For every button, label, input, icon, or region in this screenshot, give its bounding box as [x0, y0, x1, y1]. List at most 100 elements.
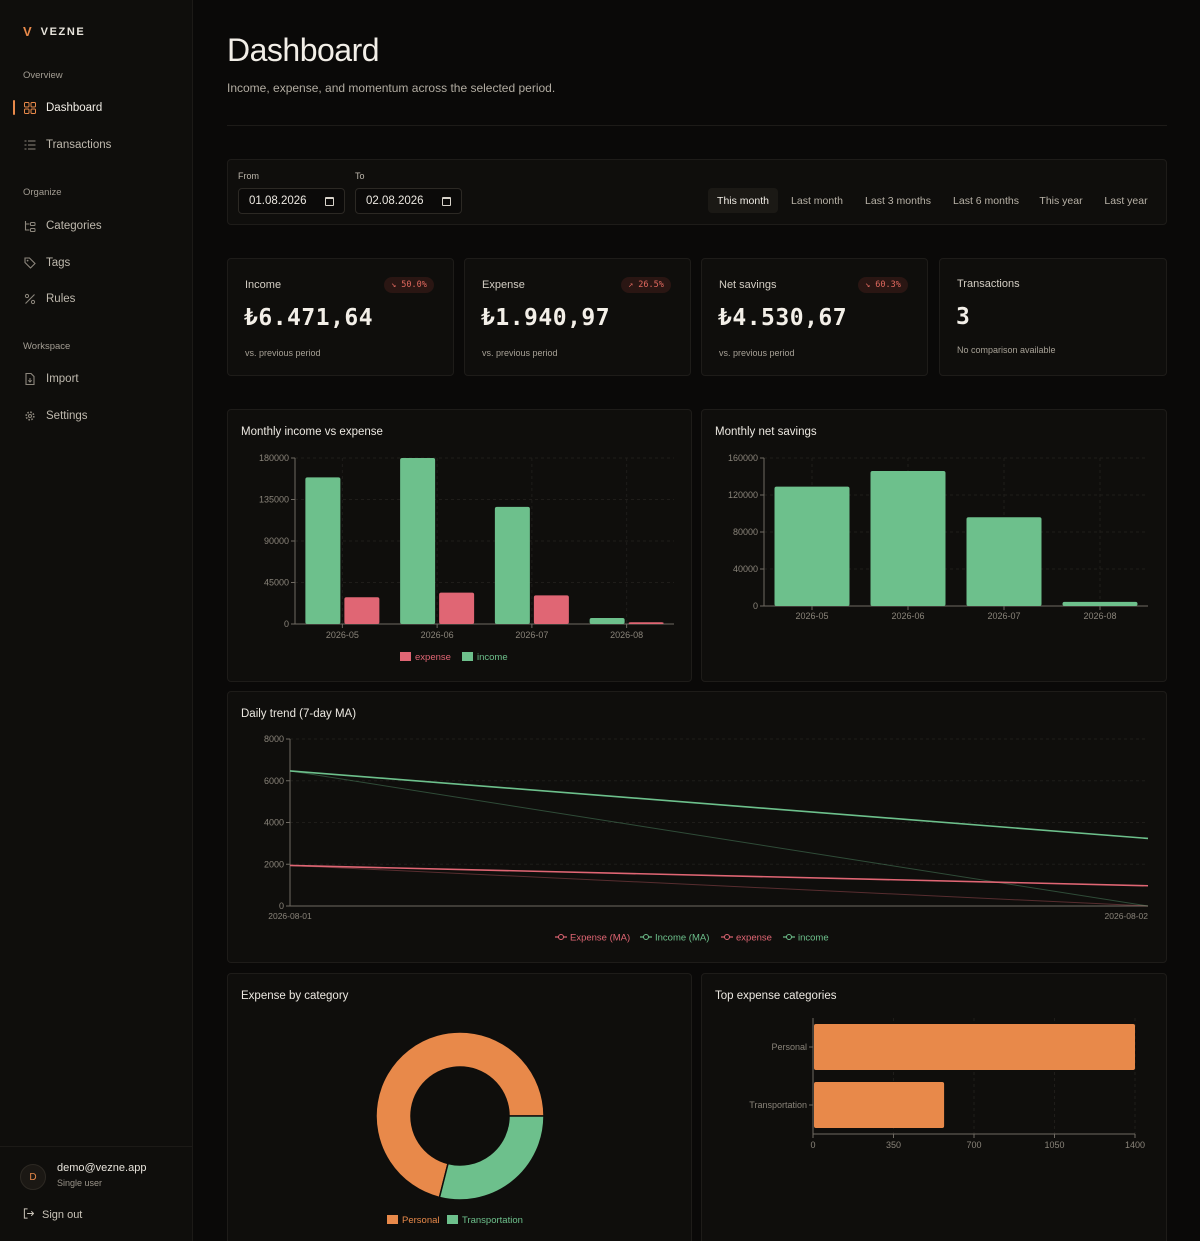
bar-expense	[439, 592, 475, 624]
nav-group-workspace: Workspace	[23, 341, 71, 352]
from-date-input[interactable]: 01.08.2026	[238, 188, 345, 214]
from-date-value: 01.08.2026	[249, 195, 307, 207]
sidebar-item-rules[interactable]: Rules	[23, 289, 75, 309]
y-tick-label: 0	[284, 619, 289, 629]
y-tick-label: 2000	[264, 859, 284, 869]
to-date-input[interactable]: 02.08.2026	[355, 188, 462, 214]
active-indicator	[13, 100, 15, 115]
calendar-icon[interactable]	[442, 196, 451, 206]
x-tick-label: 2026-07	[515, 630, 548, 640]
chart-card-top-categories: Top expense categories 0 350 700 1050 1400 Pe…	[701, 973, 1167, 1241]
chart-card-income-vs-expense: Monthly income vs expense 0 45000 90000 135…	[227, 409, 692, 682]
chart-title: Expense by category	[241, 990, 349, 1002]
range-this-year-button[interactable]: This year	[1039, 194, 1083, 207]
date-filter-bar: From 01.08.2026 To 02.08.2026 This month…	[227, 159, 1167, 225]
calendar-icon[interactable]	[325, 196, 334, 206]
main-content: Dashboard Income, expense, and momentum …	[193, 0, 1200, 1241]
kpi-note: vs. previous period	[482, 348, 558, 358]
bar-income	[589, 618, 625, 624]
kpi-note: vs. previous period	[719, 348, 795, 358]
sidebar-item-label: Dashboard	[46, 102, 103, 114]
x-tick-label: 2026-08	[610, 630, 643, 640]
y-tick-label: 180000	[259, 453, 289, 463]
range-last-6-months-button[interactable]: Last 6 months	[953, 194, 1019, 207]
line-expense	[289, 864, 1149, 907]
sidebar-item-label: Rules	[46, 293, 76, 305]
x-tick-label: 1400	[1125, 1140, 1145, 1150]
donut-slice	[438, 1115, 545, 1201]
legend-marker	[724, 934, 730, 940]
sidebar: V VEZNE Overview Dashboard Transactions …	[0, 0, 193, 1241]
to-date-value: 02.08.2026	[366, 195, 424, 207]
range-last-year-button[interactable]: Last year	[1104, 194, 1148, 207]
x-tick-label: 2026-08	[1083, 611, 1116, 621]
line-income-ma	[289, 770, 1149, 840]
kpi-value: ₺1.940,97	[481, 305, 611, 331]
change-badge: ↘ 60.3%	[858, 277, 908, 293]
grid-icon	[23, 102, 36, 115]
brand-logo-icon: V	[23, 24, 32, 39]
donut-slice	[375, 1031, 545, 1199]
bar-category	[814, 1082, 945, 1128]
bar-net-savings	[1062, 601, 1138, 606]
daily-trend-chart: 0 2000 4000 6000 8000 2026-08-01 2026-08-02 Exp…	[264, 734, 1149, 944]
legend-swatch	[462, 652, 473, 661]
kpi-card-income: Income ↘ 50.0% ₺6.471,64 vs. previous pe…	[227, 258, 454, 376]
tag-icon	[23, 257, 36, 270]
kpi-label: Expense	[482, 279, 525, 291]
tree-icon	[23, 220, 36, 233]
x-tick-label: 700	[966, 1140, 981, 1150]
x-tick-label: 2026-05	[326, 630, 359, 640]
bar-income	[494, 506, 530, 624]
legend-label: expense	[736, 933, 772, 944]
x-tick-label: 2026-08-01	[268, 911, 312, 921]
sidebar-item-label: Import	[46, 373, 79, 385]
kpi-value: 3	[956, 304, 971, 330]
kpi-note: No comparison available	[957, 345, 1056, 355]
y-tick-label: 6000	[264, 776, 284, 786]
x-tick-label: 2026-08-02	[1105, 911, 1149, 921]
range-last-3-months-button[interactable]: Last 3 months	[865, 194, 931, 207]
user-email: demo@vezne.app	[57, 1162, 147, 1174]
kpi-value: ₺4.530,67	[718, 305, 848, 331]
brand[interactable]: V VEZNE	[23, 24, 85, 39]
change-badge: ↘ 50.0%	[384, 277, 434, 293]
x-tick-label: 0	[810, 1140, 815, 1150]
y-tick-label: 90000	[264, 536, 289, 546]
change-badge: ↗ 26.5%	[621, 277, 671, 293]
nav-group-organize: Organize	[23, 187, 62, 198]
legend-swatch	[387, 1215, 398, 1224]
sidebar-item-dashboard[interactable]: Dashboard	[23, 98, 102, 118]
sign-out-button[interactable]: Sign out	[23, 1208, 82, 1222]
y-tick-label: 80000	[733, 527, 758, 537]
bar-expense	[628, 622, 664, 624]
range-last-month-button[interactable]: Last month	[791, 194, 843, 207]
sign-out-label: Sign out	[42, 1209, 83, 1221]
x-tick-label: 2026-06	[421, 630, 454, 640]
sidebar-item-categories[interactable]: Categories	[23, 216, 102, 236]
bar-net-savings	[870, 470, 946, 606]
y-tick-label: 120000	[728, 490, 758, 500]
bar-category	[814, 1024, 1135, 1070]
avatar[interactable]: D	[20, 1164, 46, 1190]
range-this-month-button[interactable]: This month	[708, 188, 778, 213]
chart-card-net-savings: Monthly net savings 0 40000 80000 120000 160…	[701, 409, 1167, 682]
legend-label: expense	[415, 652, 451, 663]
legend-marker	[558, 934, 564, 940]
legend-label: Income (MA)	[655, 933, 709, 944]
x-tick-label: 2026-06	[891, 611, 924, 621]
sidebar-item-settings[interactable]: Settings	[23, 406, 88, 426]
sidebar-item-label: Transactions	[46, 139, 112, 151]
kpi-card-net-savings: Net savings ↘ 60.3% ₺4.530,67 vs. previo…	[701, 258, 928, 376]
y-tick-label: 135000	[259, 495, 289, 505]
sidebar-item-tags[interactable]: Tags	[23, 253, 70, 273]
sidebar-item-import[interactable]: Import	[23, 369, 79, 389]
chart-card-expense-by-category: Expense by category Personal Transportati…	[227, 973, 692, 1241]
income-expense-chart: 0 45000 90000 135000 180000 2026-05 2026-06 202…	[259, 453, 674, 663]
expense-category-donut: Personal Transportation	[375, 1031, 545, 1226]
legend-label: income	[477, 652, 508, 663]
kpi-label: Income	[245, 279, 282, 291]
y-tick-label: 0	[279, 901, 284, 911]
sidebar-item-transactions[interactable]: Transactions	[23, 135, 111, 155]
legend-marker	[643, 934, 649, 940]
